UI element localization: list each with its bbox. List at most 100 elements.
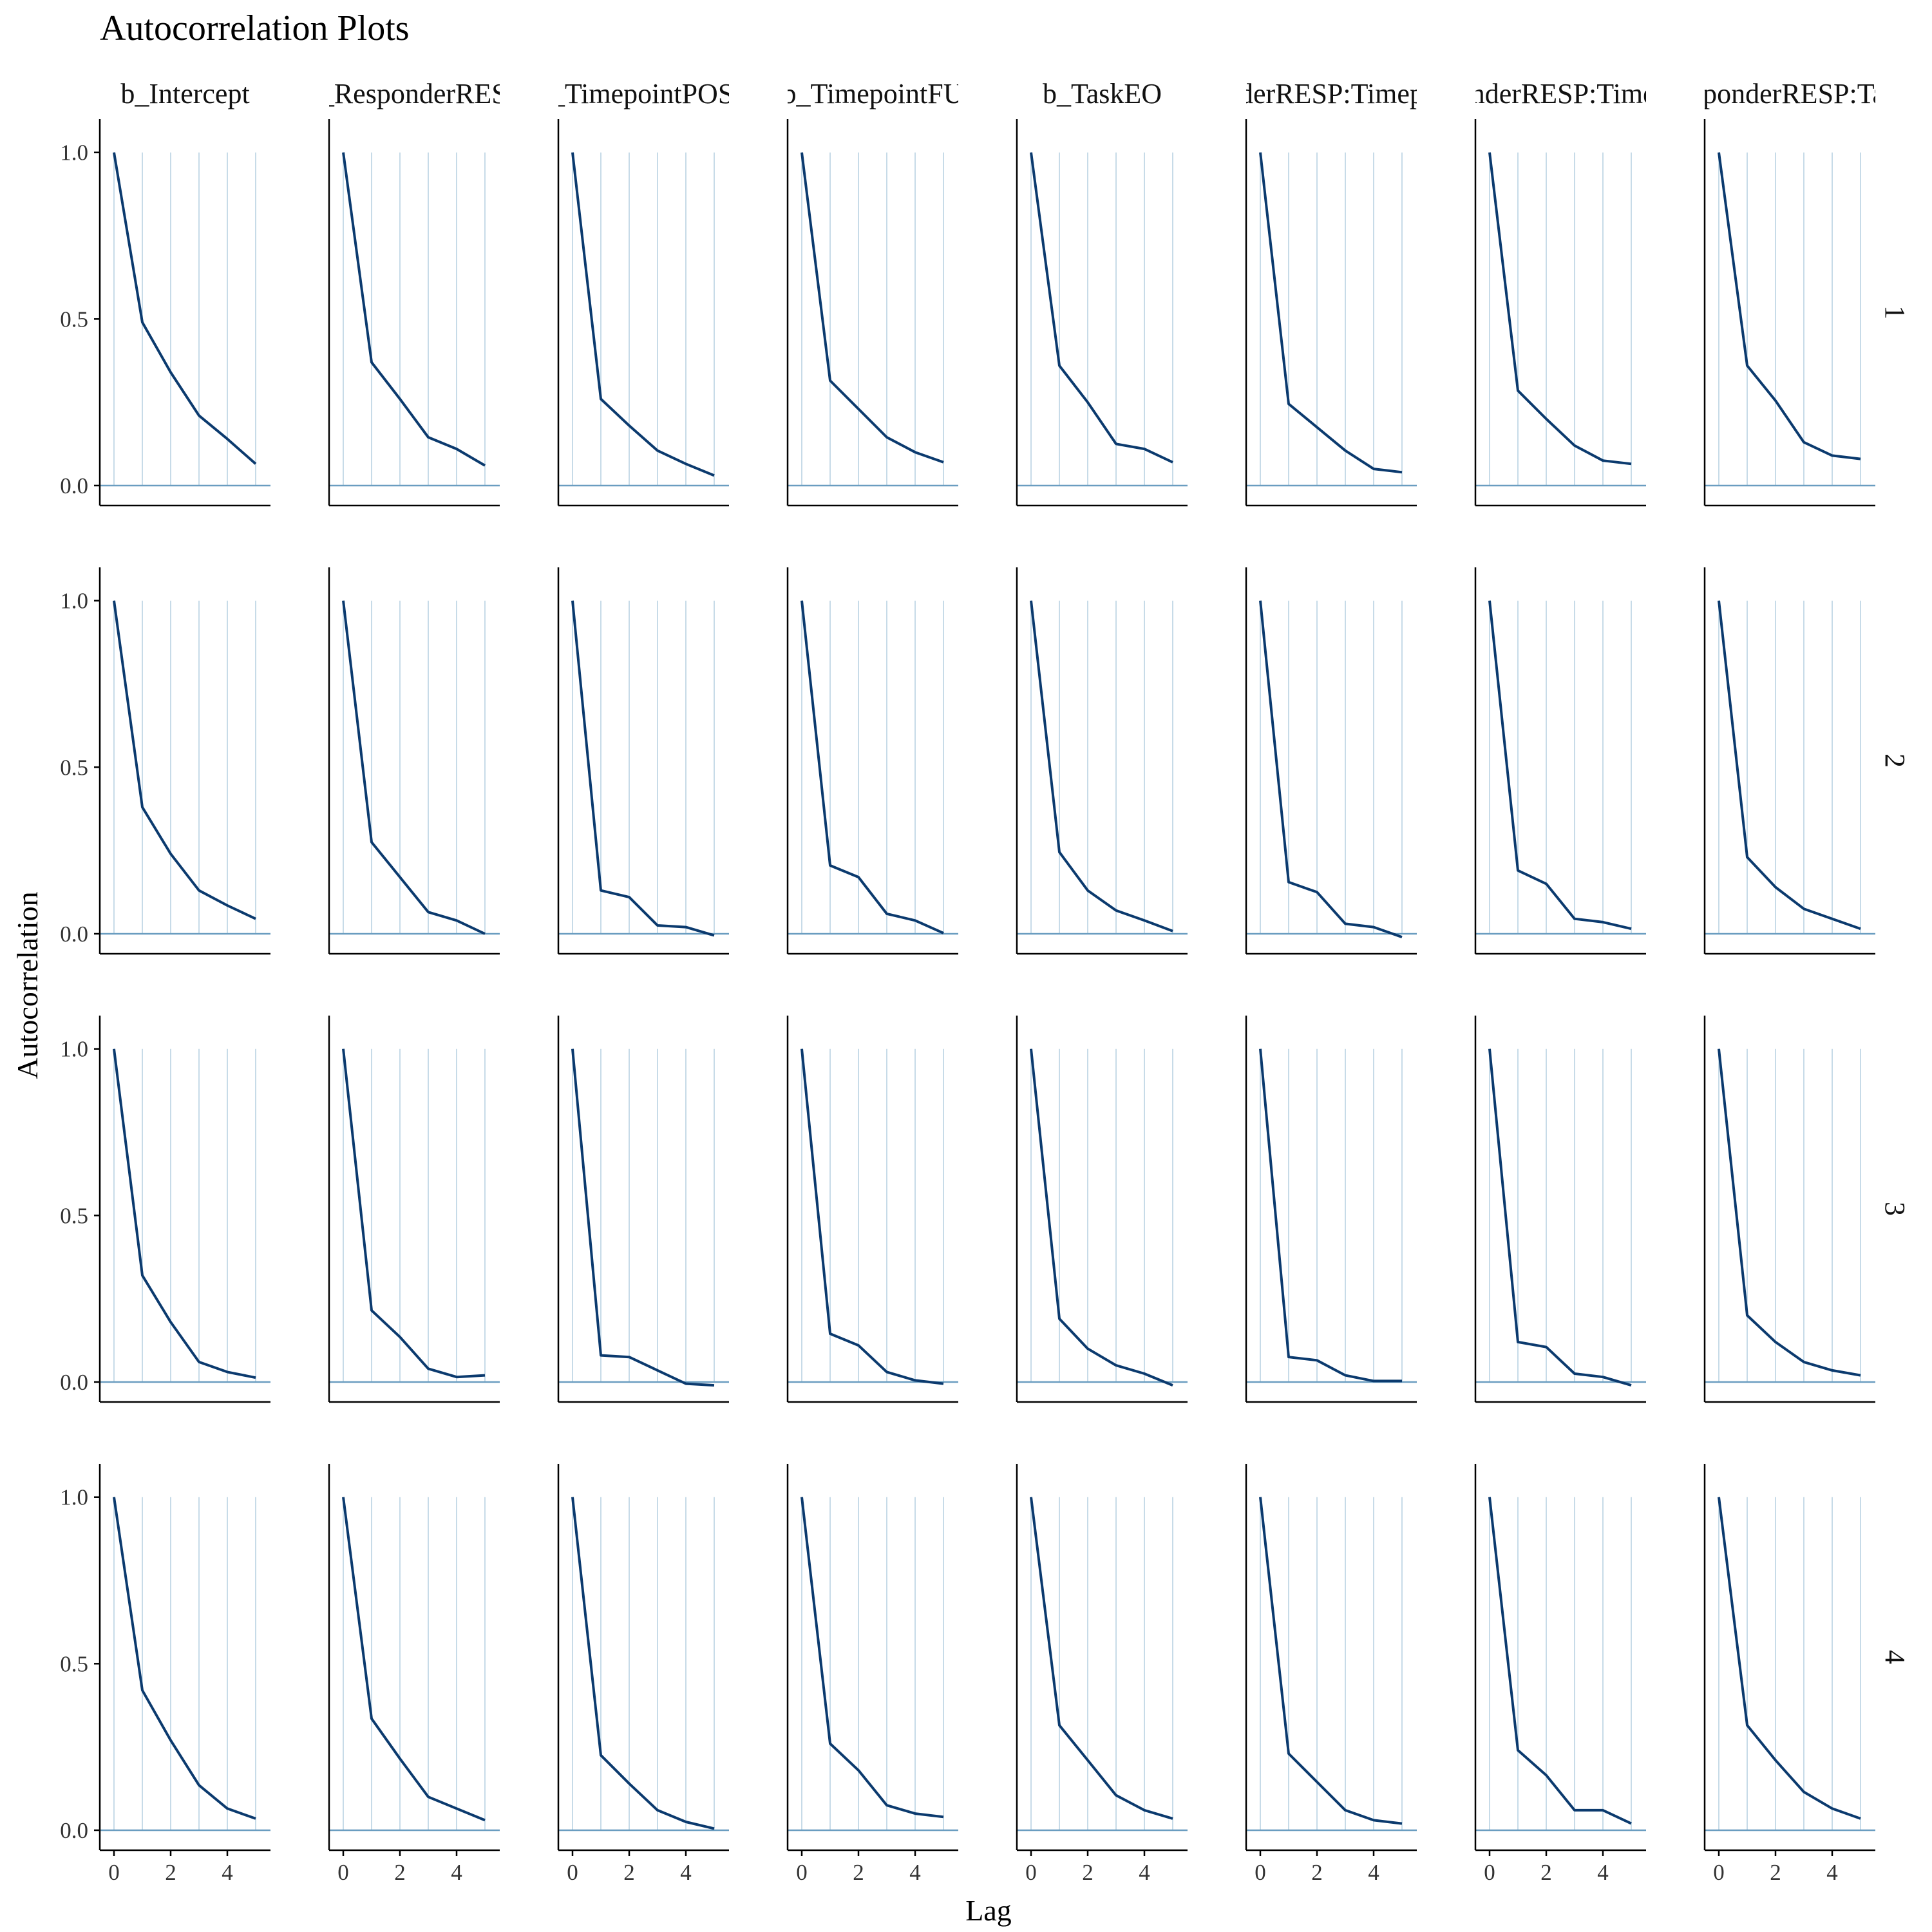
autocorrelation-line [113,1048,256,1379]
autocorrelation-line [571,600,715,937]
x-tick-label: 2 [1540,1860,1552,1885]
y-tick-label: 0.0 [60,922,88,947]
y-tick-label: 1.0 [60,1485,88,1510]
x-tick-label: 2 [1770,1860,1781,1885]
autocorrelation-line [1718,1048,1861,1377]
facet-panel: 0 2 4 [1245,1464,1417,1885]
autocorrelation-line [342,152,486,467]
autocorrelation-line [571,1048,715,1387]
x-tick-label: 2 [165,1860,176,1885]
chart-title: Autocorrelation Plots [100,8,410,48]
facet-panel [1474,567,1646,955]
x-tick-label: 0 [1484,1860,1495,1885]
x-tick-label: 4 [451,1860,462,1885]
y-tick-label: 1.0 [60,1037,88,1062]
y-axis-title: Autocorrelation [11,891,44,1079]
y-tick-label: 0.5 [60,1651,88,1676]
column-strip-label: b_ResponderRESP [306,78,523,109]
facet-panel: 0 2 4 [1703,1464,1875,1885]
y-tick-label: 0.0 [60,473,88,498]
column-strip-label: b_ResponderRESP:TimepointFU [1372,78,1750,109]
facet-panel: 0.0 0.5 1.0 [60,567,270,955]
x-tick-label: 0 [108,1860,120,1885]
x-axis-title: Lag [965,1894,1012,1927]
autocorrelation-line [571,152,715,477]
x-tick-label: 4 [909,1860,921,1885]
facet-panel [557,1016,729,1403]
x-tick-label: 4 [1368,1860,1379,1885]
facet-panel: 0 2 4 [557,1464,729,1885]
autocorrelation-line [1718,1497,1861,1820]
facet-panel [1474,119,1646,507]
facet-panel [1703,119,1875,507]
facet-panel [328,119,500,507]
autocorrelation-line [1718,152,1861,460]
column-strip-label: b_Intercept [120,78,249,109]
x-tick-label: 0 [1025,1860,1037,1885]
autocorrelation-line [113,152,257,465]
x-tick-label: 2 [623,1860,635,1885]
x-tick-label: 4 [1597,1860,1609,1885]
facet-panel: 0 2 4 [786,1464,958,1885]
x-tick-label: 4 [680,1860,692,1885]
autocorrelation-line [800,1048,944,1385]
autocorrelation-line [1718,600,1861,931]
autocorrelation-line [1030,600,1173,933]
y-tick-label: 1.0 [60,589,88,614]
facet-panel [1703,567,1875,955]
column-strip-label: b_TaskEO [1043,78,1162,109]
y-tick-label: 0.5 [60,1203,88,1228]
column-strip-label: b_ResponderRESP:TaskEO [1632,78,1932,109]
autocorrelation-line [1488,152,1632,466]
autocorrelation-line [1488,1497,1632,1825]
facet-panel: 0.0 0.5 1.0 [60,1016,270,1403]
facet-panel [1703,1016,1875,1403]
autocorrelation-line [1259,1497,1403,1825]
autocorrelation-line [1030,1048,1173,1387]
autocorrelation-line [342,600,486,935]
facet-panel [1245,1016,1417,1403]
y-tick-label: 0.5 [60,307,88,332]
y-tick-label: 0.0 [60,1818,88,1843]
autocorrelation-line [571,1497,715,1830]
facet-panel [1016,1016,1188,1403]
autocorrelation-line [1030,152,1173,464]
autocorrelation-line [800,152,944,464]
row-strip-label: 1 [1879,305,1911,319]
facet-panel [328,1016,500,1403]
x-tick-label: 0 [796,1860,808,1885]
autocorrelation-line [1259,152,1403,474]
x-tick-label: 4 [1139,1860,1150,1885]
autocorrelation-line [113,1497,256,1820]
x-tick-label: 2 [853,1860,864,1885]
facet-panel [1245,119,1417,507]
x-tick-label: 2 [1082,1860,1094,1885]
facet-panel [1016,567,1188,955]
autocorrelation-line [342,1497,486,1822]
autocorrelation-line [1259,600,1403,938]
autocorrelation-line [113,600,256,920]
y-tick-label: 0.5 [60,755,88,780]
x-tick-label: 0 [1255,1860,1266,1885]
facet-panel [786,567,958,955]
facet-panel [1245,567,1417,955]
x-tick-label: 0 [1713,1860,1725,1885]
y-tick-label: 1.0 [60,140,88,166]
x-tick-label: 2 [1311,1860,1323,1885]
y-tick-label: 0.0 [60,1370,88,1395]
x-tick-label: 2 [394,1860,406,1885]
facet-panel: 0 2 4 [328,1464,500,1885]
autocorrelation-line [800,600,944,934]
x-tick-label: 0 [337,1860,349,1885]
facet-panel: 0 2 4 [1016,1464,1188,1885]
facet-grid: b_Intercept b_ResponderRESP b_TimepointPOS… [60,78,1932,1885]
facet-panel [557,119,729,507]
autocorrelation-line [800,1497,944,1819]
facet-panel: 0.0 0.5 1.0 0 2 4 [60,1464,270,1885]
column-strip-label: b_TimepointFU [782,78,963,109]
facet-panel [1474,1016,1646,1403]
row-strip-label: 2 [1879,753,1911,768]
row-strip-label: 3 [1879,1202,1911,1216]
facet-panel: 0.0 0.5 1.0 [60,119,270,507]
